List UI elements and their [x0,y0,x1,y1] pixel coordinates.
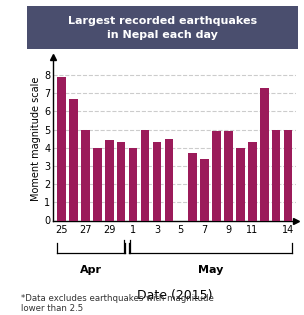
Bar [81,129,90,220]
Bar [260,88,268,220]
Bar [57,77,66,220]
Bar [117,142,126,220]
Text: Date (2015): Date (2015) [137,289,212,302]
Text: *Data excludes earthquakes with magnitude
lower than 2.5: *Data excludes earthquakes with magnitud… [21,294,214,313]
Bar [200,159,209,220]
Bar [69,99,78,220]
Text: May: May [198,265,223,275]
Bar [93,148,102,220]
Bar [188,153,197,220]
Bar [236,148,245,220]
Bar [153,142,161,220]
Bar [272,129,280,220]
Bar [141,129,149,220]
Bar [248,142,257,220]
Bar [212,131,221,220]
Bar [164,139,173,220]
Text: Largest recorded earthquakes
in Nepal each day: Largest recorded earthquakes in Nepal ea… [68,16,257,40]
Bar [284,129,292,220]
Bar [105,140,113,220]
Bar [224,131,233,220]
Bar [129,148,137,220]
Text: Apr: Apr [80,265,102,275]
Y-axis label: Moment magnitude scale: Moment magnitude scale [31,77,41,201]
